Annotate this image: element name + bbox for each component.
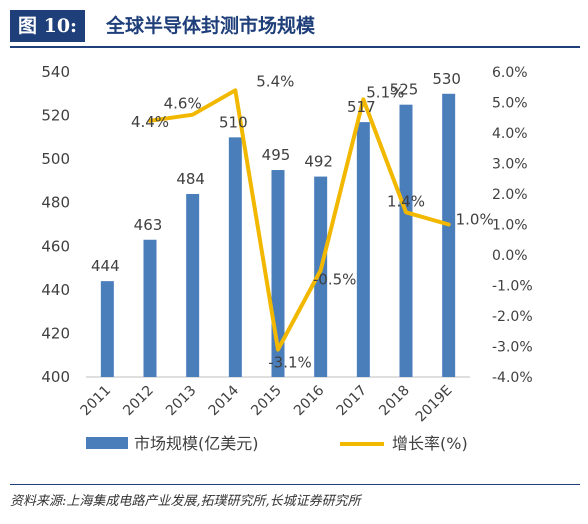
x-tick-label: 2017 [334, 383, 371, 420]
y-left-tick-label: 540 [41, 63, 70, 81]
legend-swatch-bar [86, 437, 128, 449]
y-right-tick-label: -4.0% [492, 370, 533, 386]
y-left-tick-label: 400 [41, 368, 70, 386]
bar [356, 122, 370, 377]
bar-data-label: 484 [176, 170, 205, 188]
x-tick-label: 2015 [248, 383, 285, 420]
x-tick-label: 2013 [163, 383, 200, 420]
chart-title: 全球半导体封测市场规模 [106, 15, 316, 37]
line-data-label: 1.0% [456, 211, 494, 229]
bar [314, 176, 328, 377]
bar-data-label: 525 [390, 81, 419, 99]
bar-data-label: 510 [219, 113, 248, 131]
bar [143, 239, 157, 377]
line-data-label: 4.6% [164, 95, 202, 113]
y-right-tick-label: -3.0% [492, 340, 533, 356]
y-right-tick-label: 2.0% [492, 187, 528, 203]
bar-data-label: 517 [347, 98, 376, 116]
y-left-tick-label: 480 [41, 194, 70, 212]
figure-label: 图 10: [10, 10, 86, 42]
y-right-tick-label: -2.0% [492, 309, 533, 325]
line-data-label: 5.4% [256, 72, 294, 90]
bar-data-label: 463 [134, 216, 163, 234]
chart: 400 420 440 460 480 500 520 540 -4.0% -3.0% -2.0% -… [41, 63, 533, 453]
bar [100, 281, 114, 377]
x-tick-label: 2012 [120, 383, 157, 420]
y-right-tick-label: 4.0% [492, 126, 528, 142]
y-left-tick-label: 440 [41, 281, 70, 299]
x-tick-label: 2019E [413, 383, 456, 426]
y-right-tick-label: 5.0% [492, 96, 528, 112]
y-left-tick-label: 500 [41, 150, 70, 168]
y-right-tick-label: -1.0% [492, 279, 533, 295]
line-data-label: 5.1% [366, 83, 404, 101]
title-bar: 图 10: 全球半导体封测市场规模 [10, 8, 580, 48]
y-right-tick-label: 0.0% [492, 248, 528, 264]
x-tick-label: 2014 [206, 382, 243, 419]
y-left-tick-label: 520 [41, 107, 70, 125]
bar [399, 104, 413, 377]
line-data-label: 1.4% [387, 192, 425, 210]
y-right-tick-label: 3.0% [492, 157, 528, 173]
x-tick-label: 2011 [78, 383, 115, 420]
x-tick-label: 2016 [291, 382, 328, 419]
bar [186, 194, 200, 377]
legend-label-bar: 市场规模(亿美元) [134, 434, 259, 453]
x-tick-label: 2018 [376, 383, 413, 420]
line-data-label: -3.1% [268, 354, 312, 372]
bar [442, 93, 456, 378]
bar-data-label: 444 [91, 257, 120, 275]
line-data-label: 4.4% [131, 113, 169, 131]
source-divider [10, 484, 580, 485]
bar-data-label: 492 [304, 153, 333, 171]
legend-label-line: 增长率(%) [392, 434, 468, 453]
y-left-tick-label: 420 [41, 324, 70, 342]
y-right-tick-label: 1.0% [492, 218, 528, 234]
bar [228, 137, 242, 377]
y-right-tick-label: 6.0% [492, 65, 528, 81]
growth-line [148, 88, 451, 352]
bar-data-label: 495 [262, 146, 291, 164]
source-note: 资料来源:上海集成电路产业发展,拓璞研究所,长城证券研究所 [10, 494, 361, 509]
bar-data-label: 530 [432, 70, 461, 88]
line-data-label: -0.5% [313, 270, 357, 288]
y-left-tick-label: 460 [41, 237, 70, 255]
